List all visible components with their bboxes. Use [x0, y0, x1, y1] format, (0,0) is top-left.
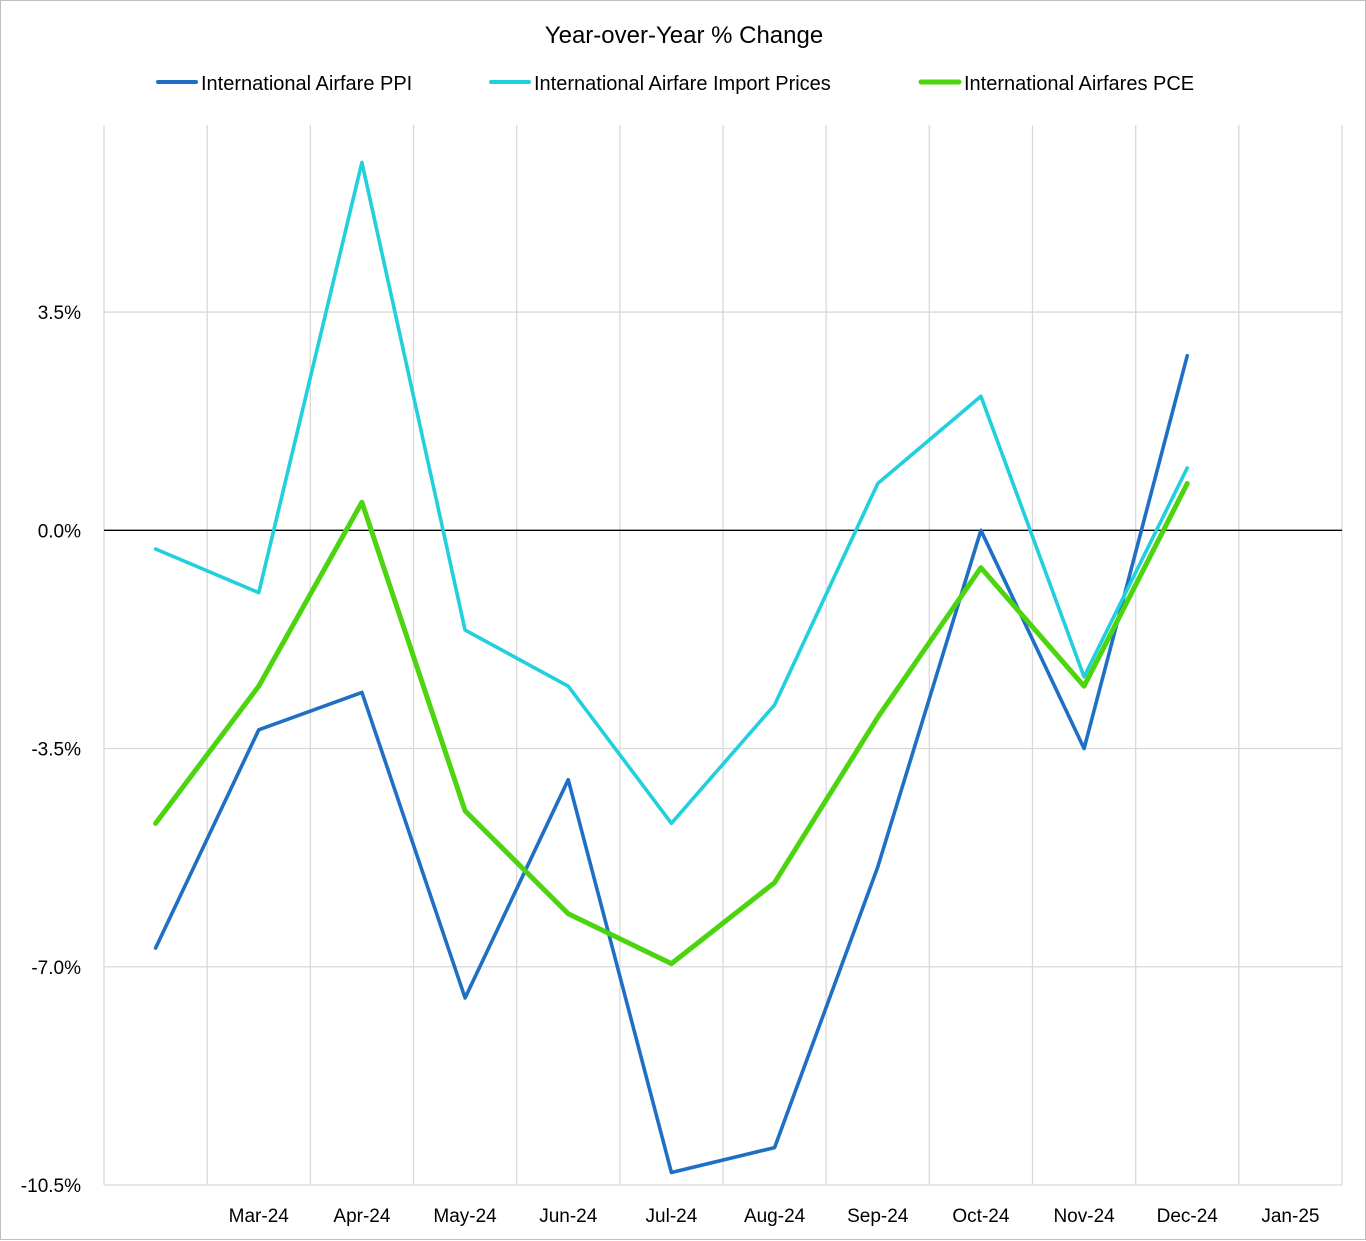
x-tick-label: Mar-24	[229, 1206, 290, 1227]
gridlines	[103, 125, 1343, 1186]
x-axis-ticks: Mar-24 Apr-24 May-24 Jun-24 Jul-24 Aug-24 Sep-…	[229, 1206, 1320, 1227]
series-line-3	[153, 481, 1190, 967]
legend: International Airfare PPI International A…	[156, 73, 1194, 95]
chart-title: Year-over-Year % Change	[545, 22, 823, 49]
x-tick-label: Jan-25	[1261, 1206, 1319, 1227]
y-tick-label: -7.0%	[31, 958, 81, 979]
y-tick-label: -3.5%	[31, 740, 81, 761]
x-tick-label: Sep-24	[847, 1206, 909, 1227]
y-tick-label: 0.0%	[38, 521, 81, 542]
x-tick-label: Oct-24	[952, 1206, 1009, 1227]
y-tick-label: -10.5%	[21, 1176, 81, 1197]
series-lines	[153, 160, 1190, 1175]
legend-label: International Airfare PPI	[201, 73, 412, 95]
x-tick-label: Jun-24	[539, 1206, 598, 1227]
series-line-2	[153, 160, 1190, 826]
y-tick-label: 3.5%	[38, 303, 81, 324]
x-tick-label: Aug-24	[744, 1206, 806, 1227]
x-tick-label: Apr-24	[333, 1206, 390, 1227]
x-tick-label: Nov-24	[1053, 1206, 1115, 1227]
y-axis-ticks: 3.5% 0.0% -3.5% -7.0% -10.5%	[21, 303, 81, 1197]
x-tick-label: May-24	[433, 1206, 497, 1227]
x-tick-label: Dec-24	[1157, 1206, 1219, 1227]
series-line-1	[153, 353, 1190, 1175]
legend-label: International Airfares PCE	[964, 73, 1194, 95]
x-tick-label: Jul-24	[646, 1206, 698, 1227]
legend-label: International Airfare Import Prices	[534, 73, 831, 95]
